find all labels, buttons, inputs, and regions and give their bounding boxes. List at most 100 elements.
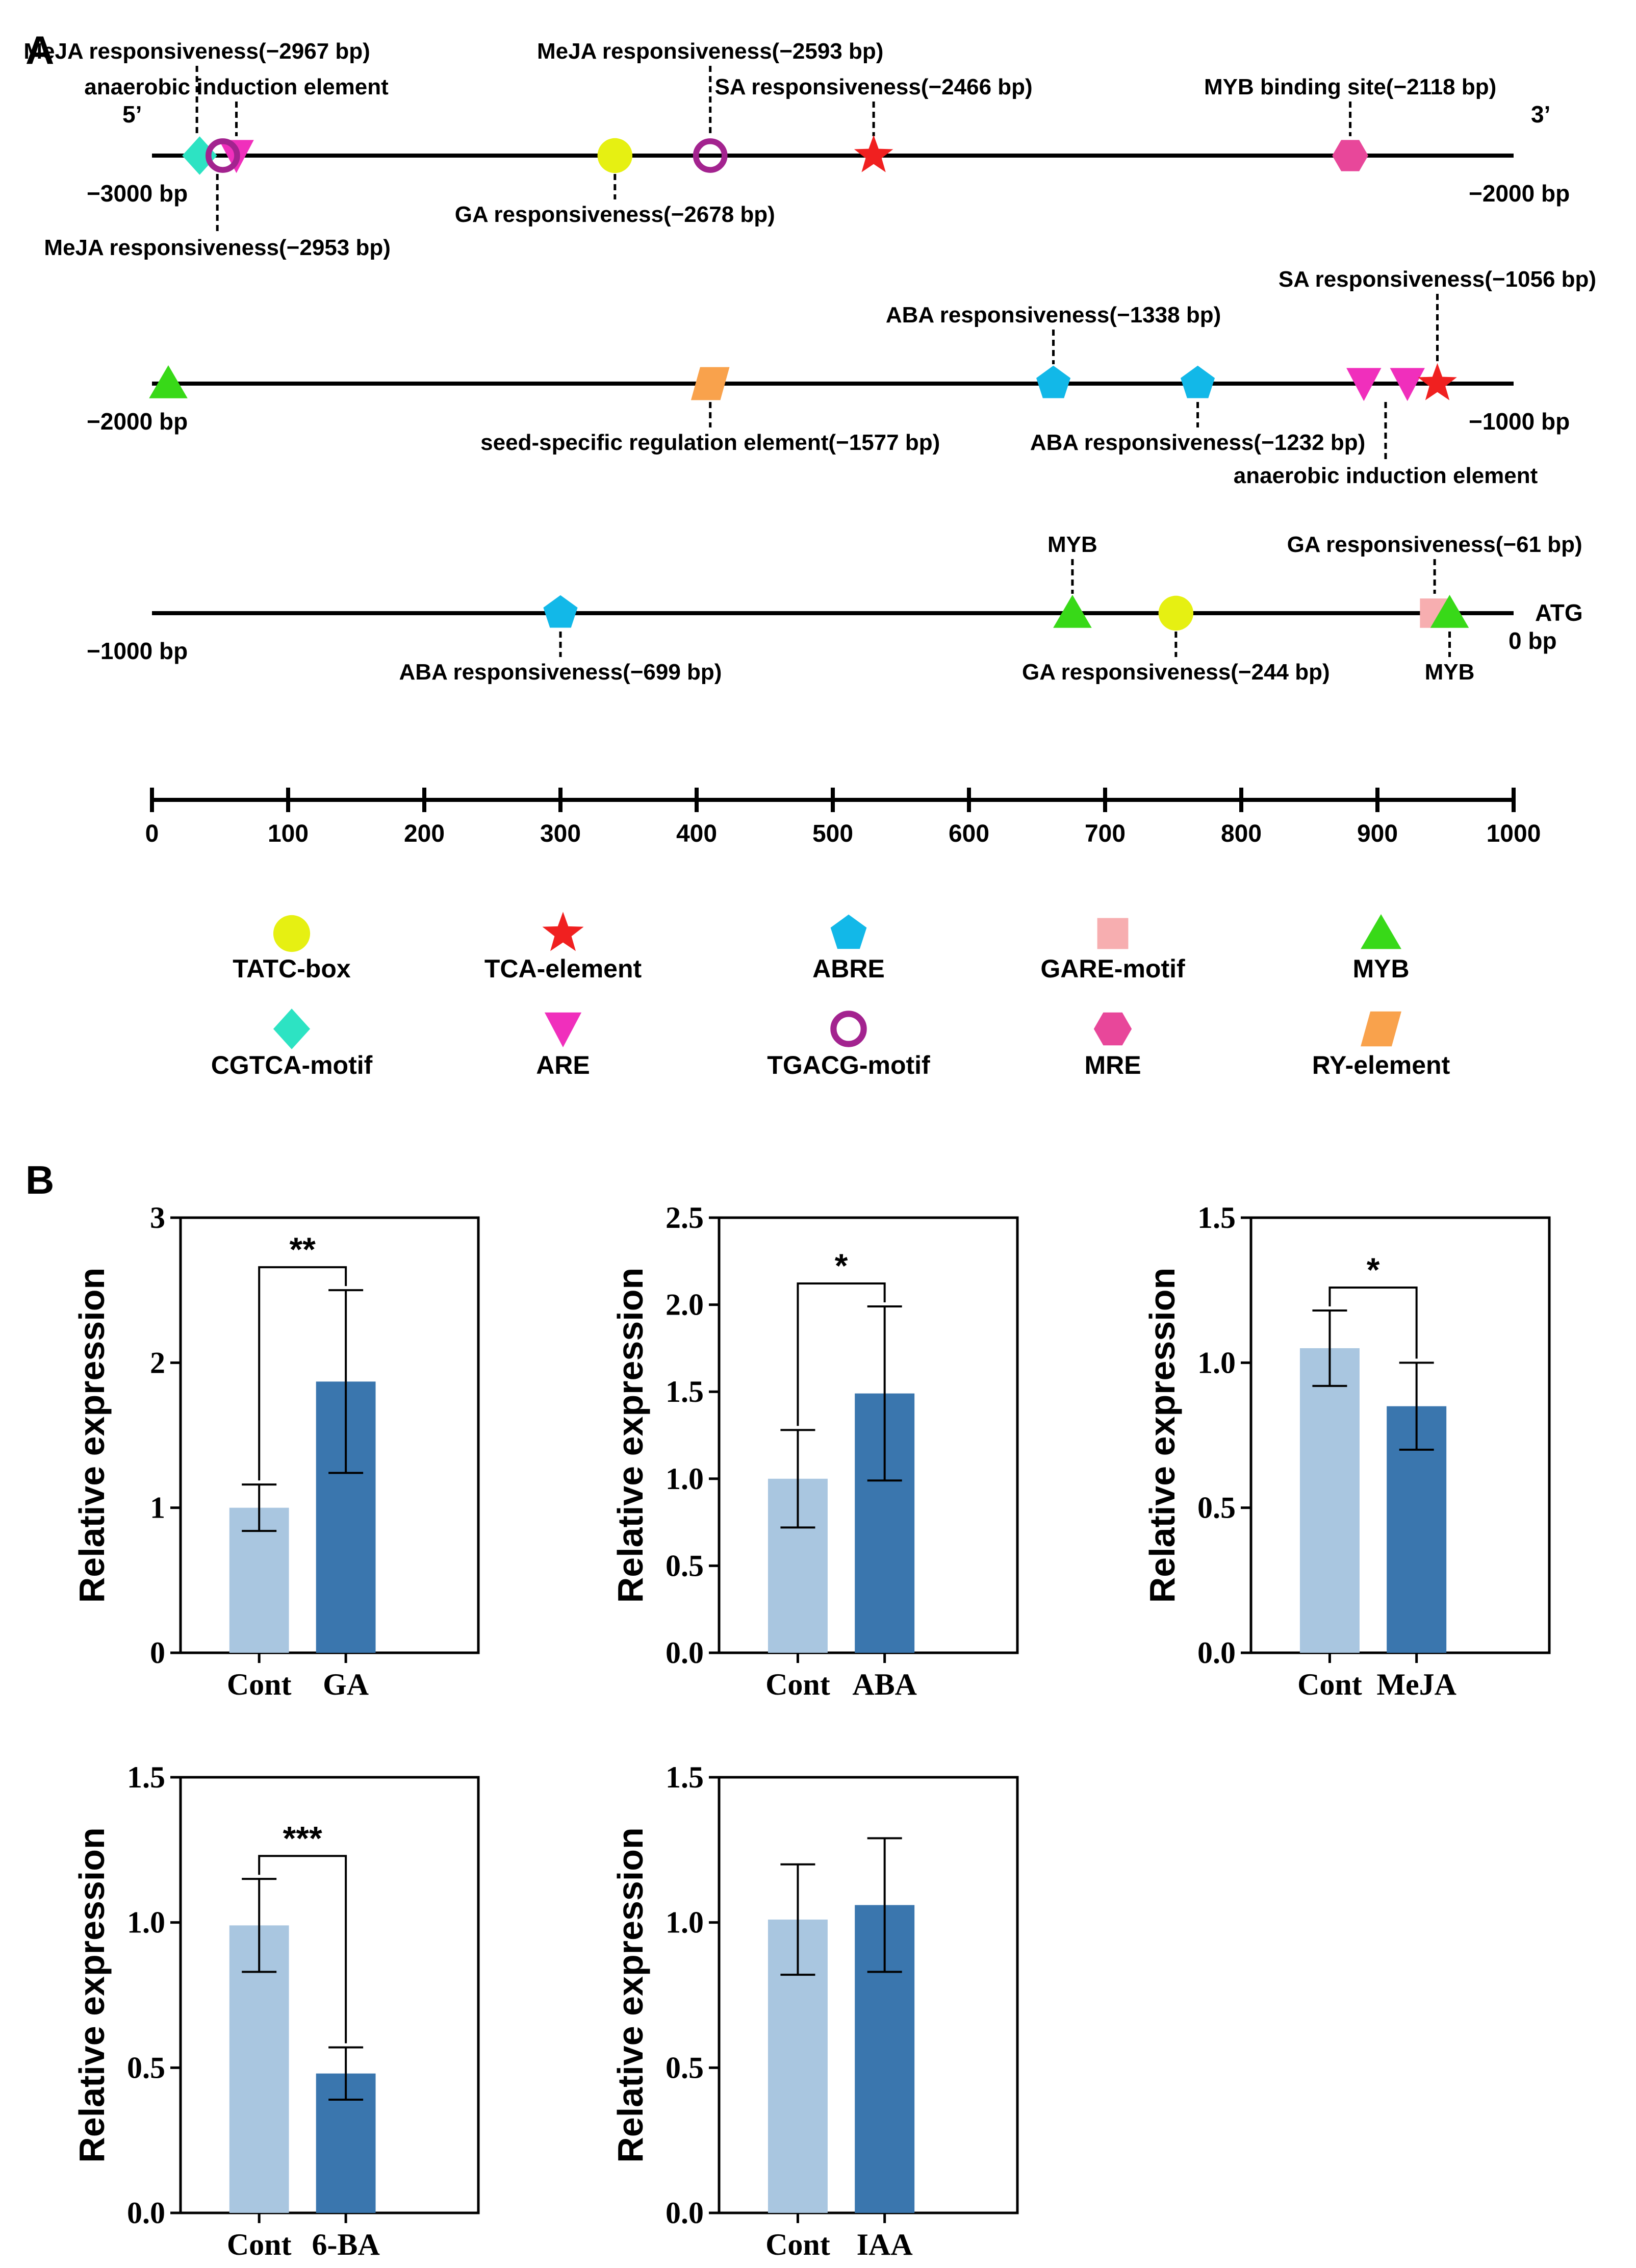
element-label: SA responsiveness(−2466 bp) <box>714 74 1032 99</box>
significance-bracket <box>797 1282 886 1426</box>
promoter-row-1: −3000 bp −2000 bp MeJA responsiveness(−296… <box>23 39 1570 260</box>
bar-chart-4: 0.0 0.5 1.0 1.5 Relative expression Cont 6-BA *… <box>72 1760 480 2261</box>
promoter-row-2: −2000 bp −1000 bp ABA responsiveness(−1338… <box>87 267 1596 488</box>
significance-marker: *** <box>283 1819 322 1857</box>
element-label: MYB <box>1047 532 1097 557</box>
panel-label-b: B <box>25 1157 54 1202</box>
y-tick-label: 0.0 <box>666 1636 704 1670</box>
x-tick-label: Cont <box>227 2228 292 2261</box>
panel-label-a: A <box>25 28 54 72</box>
scale-tick-label: 0 <box>145 820 159 847</box>
row-start-label: −3000 bp <box>87 180 188 207</box>
x-tick-label: 6-BA <box>312 2228 379 2261</box>
triangle-down-marker <box>1390 368 1425 401</box>
legend-item: CGTCA-motif <box>211 1009 373 1079</box>
legend-item: TCA-element <box>484 912 642 983</box>
scale-tick-label: 800 <box>1221 820 1262 847</box>
legend-item: RY-element <box>1312 1011 1450 1079</box>
legend-label: ABRE <box>812 954 885 983</box>
scale-tick-label: 500 <box>812 820 853 847</box>
element-label: MeJA responsiveness(−2967 bp) <box>23 39 370 64</box>
element-label: MYB binding site(−2118 bp) <box>1204 74 1496 99</box>
element-label: seed-specific regulation element(−1577 b… <box>480 430 940 455</box>
ring-marker <box>206 138 240 173</box>
element-label: GA responsiveness(−61 bp) <box>1287 532 1582 557</box>
significance-bracket <box>258 1266 347 1481</box>
legend-label: ARE <box>536 1051 590 1079</box>
y-tick-label: 1.5 <box>1197 1201 1236 1234</box>
x-tick-label: MeJA <box>1376 1668 1456 1701</box>
element-label: GA responsiveness(−2678 bp) <box>455 202 775 227</box>
legend-item: TATC-box <box>233 915 351 983</box>
triangle-down-marker <box>544 1012 582 1048</box>
legend-item: MYB <box>1352 914 1410 983</box>
y-tick-label: 0.0 <box>127 2196 165 2230</box>
element-label: anaerobic induction element <box>1234 463 1538 488</box>
y-tick-label: 1 <box>150 1491 165 1525</box>
three-prime-label: 3’ <box>1531 101 1550 128</box>
legend-item: ABRE <box>812 914 885 983</box>
row-end-label: −1000 bp <box>1469 408 1570 435</box>
scale-tick-label: 300 <box>540 820 581 847</box>
scale-tick-label: 100 <box>268 820 309 847</box>
y-tick-label: 0 <box>150 1636 165 1670</box>
pentagon-marker <box>1181 365 1215 398</box>
x-tick-label: GA <box>323 1668 369 1701</box>
x-tick-label: Cont <box>1297 1668 1362 1701</box>
y-tick-label: 1.0 <box>666 1906 704 1939</box>
x-tick-label: Cont <box>227 1668 292 1701</box>
scale-tick-label: 400 <box>676 820 717 847</box>
y-tick-label: 0.5 <box>666 2051 704 2084</box>
significance-bracket <box>258 1855 347 2044</box>
element-label: ABA responsiveness(−1232 bp) <box>1030 430 1365 455</box>
scale-tick-label: 1000 <box>1487 820 1541 847</box>
legend-label: MYB <box>1352 954 1409 983</box>
x-tick-label: Cont <box>765 1668 830 1701</box>
y-tick-label: 0.5 <box>127 2051 165 2084</box>
legend-item: MRE <box>1084 1012 1141 1079</box>
bar-chart-5: 0.0 0.5 1.0 1.5 Relative expression Cont IAA <box>610 1760 1019 2261</box>
element-label: GA responsiveness(−244 bp) <box>1022 660 1330 685</box>
row-start-label: −2000 bp <box>87 408 188 435</box>
legend-label: GARE-motif <box>1040 954 1185 983</box>
scale-tick-label: 200 <box>404 820 445 847</box>
star-marker <box>854 135 893 172</box>
scale-tick-label: 600 <box>949 820 989 847</box>
pentagon-marker <box>830 914 867 949</box>
triangle-down-marker <box>1346 368 1382 401</box>
triangle-up-marker <box>149 365 188 398</box>
legend-item: TGACG-motif <box>767 1011 930 1079</box>
legend-label: TATC-box <box>233 954 351 983</box>
legend: TATC-box TCA-element ABRE GARE-motif MYB CGTC… <box>211 912 1450 1079</box>
legend-item: ARE <box>536 1012 590 1079</box>
circle-marker <box>1158 595 1194 631</box>
diamond-marker <box>182 136 217 175</box>
triangle-up-marker <box>1361 914 1401 949</box>
element-label: ABA responsiveness(−699 bp) <box>399 660 722 685</box>
legend-label: TCA-element <box>484 954 642 983</box>
five-prime-label: 5’ <box>122 101 142 128</box>
row-end-label: −2000 bp <box>1469 180 1570 207</box>
promoter-diagram: 5’ 3’ ATG −3000 bp −2000 bp MeJA responsivene… <box>23 39 1596 1079</box>
y-tick-label: 1.5 <box>127 1760 165 1794</box>
legend-label: RY-element <box>1312 1051 1450 1079</box>
bar-cont <box>1299 1348 1360 1653</box>
legend-label: CGTCA-motif <box>211 1051 373 1079</box>
bar-chart-1: 0 1 2 3 Relative expression Cont GA ** <box>72 1201 480 1701</box>
x-tick-label: Cont <box>765 2228 830 2261</box>
ring-marker <box>693 138 728 173</box>
parallelogram-marker <box>691 367 730 400</box>
scale-bar: 0 100 200 300 400 500 600 700 800 900 1000 <box>145 788 1541 847</box>
promoter-row-3: −1000 bp 0 bp MYB GA responsiveness(−61 bp)… <box>87 532 1582 685</box>
atg-label: ATG <box>1535 599 1583 626</box>
element-label: MYB <box>1425 660 1475 685</box>
element-label: MeJA responsiveness(−2953 bp) <box>44 235 390 260</box>
y-tick-label: 1.0 <box>1197 1346 1236 1379</box>
triangle-up-marker <box>1430 595 1469 628</box>
y-axis-label: Relative expression <box>72 1827 112 2163</box>
legend-label: MRE <box>1084 1051 1141 1079</box>
significance-marker: * <box>835 1247 848 1284</box>
circle-marker <box>273 915 311 952</box>
